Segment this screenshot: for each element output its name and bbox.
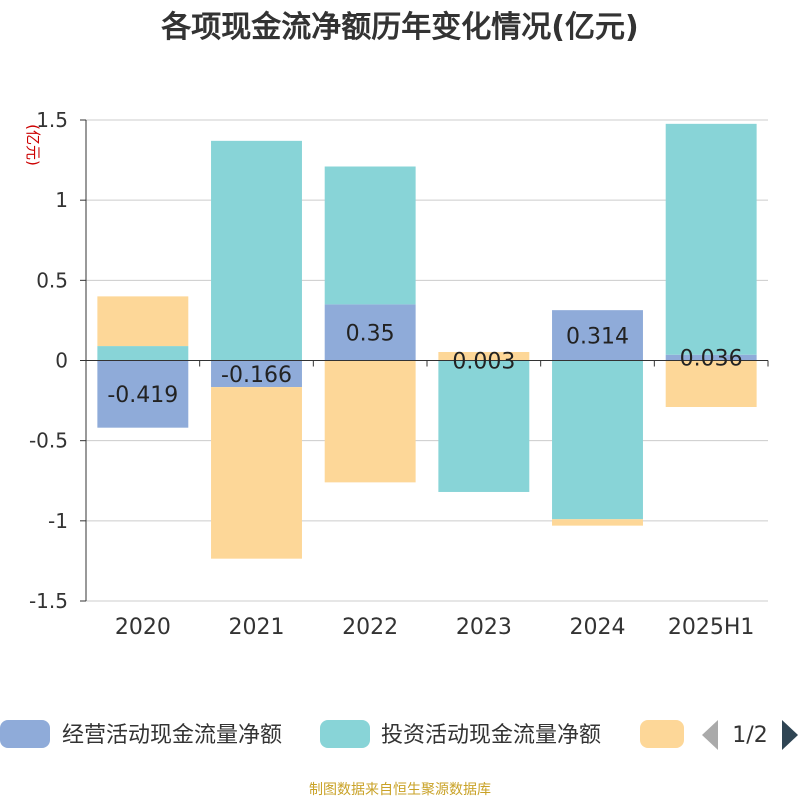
bar-3-2023 <box>438 352 530 361</box>
x-tick-label: 2024 <box>570 615 626 640</box>
x-tick-label: 2023 <box>456 615 512 640</box>
bar-1-2021 <box>211 360 302 388</box>
legend-swatch-3 <box>640 720 684 748</box>
legend-next-icon[interactable] <box>782 720 798 750</box>
bar-3-2020 <box>97 296 189 347</box>
y-tick-label: -0.5 <box>29 429 68 453</box>
legend-label-2: 投资活动现金流量净额 <box>381 723 601 748</box>
x-tick-label: 2021 <box>229 615 285 640</box>
y-tick-label: -1 <box>48 509 68 533</box>
x-tick-label: 2020 <box>115 615 171 640</box>
bar-1-2020 <box>97 360 189 428</box>
bar-2-2024 <box>552 360 643 520</box>
x-tick-label: 2022 <box>342 615 398 640</box>
bar-3-2022 <box>324 360 416 483</box>
bars <box>97 123 757 559</box>
y-tick-label: 1.5 <box>36 108 68 132</box>
data-labels: -0.419 -0.166 0.35 0.003 0.314 0.036 <box>107 321 742 408</box>
bar-3-2024 <box>552 519 643 526</box>
bar-3-2021 <box>211 387 302 559</box>
data-label-2022: 0.35 <box>346 321 395 346</box>
bar-1-2024 <box>552 310 643 361</box>
footer-source: 制图数据来自恒生聚源数据库 <box>309 782 491 798</box>
x-tick-label: 2025H1 <box>668 615 755 640</box>
data-label-2020: -0.419 <box>107 383 178 408</box>
bar-2-2020 <box>97 346 189 361</box>
y-tick-label: 0 <box>55 349 68 373</box>
data-label-2023: 0.003 <box>452 349 515 374</box>
data-label-2025H1: 0.036 <box>680 347 743 372</box>
legend-prev-icon[interactable] <box>702 720 718 750</box>
bar-2-2025H1 <box>665 123 757 355</box>
y-axis-label: (亿元) <box>24 124 42 166</box>
bar-3-2025H1 <box>665 360 757 407</box>
y-tick-label: -1.5 <box>29 589 68 613</box>
legend-swatch-2 <box>320 720 370 748</box>
y-tick-label: 0.5 <box>36 268 68 292</box>
data-label-2021: -0.166 <box>221 363 292 388</box>
legend-label-1: 经营活动现金流量净额 <box>62 723 282 748</box>
axes: 1.5 1 0.5 0 -0.5 -1 -1.5 2020 2021 2022 2023 2024 20… <box>29 108 769 640</box>
legend-page-indicator: 1/2 <box>732 723 767 748</box>
chart-title: 各项现金流净额历年变化情况(亿元) <box>161 10 639 45</box>
bar-2-2022 <box>324 166 416 305</box>
bar-1-2022 <box>324 304 416 361</box>
y-tick-label: 1 <box>55 188 68 212</box>
bar-2-2023 <box>438 360 530 492</box>
legend-swatch-1 <box>0 720 50 748</box>
bar-1-2025H1 <box>665 354 757 361</box>
bar-2-2021 <box>211 140 302 361</box>
legend: 经营活动现金流量净额 投资活动现金流量净额 1/2 <box>0 720 798 750</box>
data-label-2024: 0.314 <box>566 324 629 349</box>
